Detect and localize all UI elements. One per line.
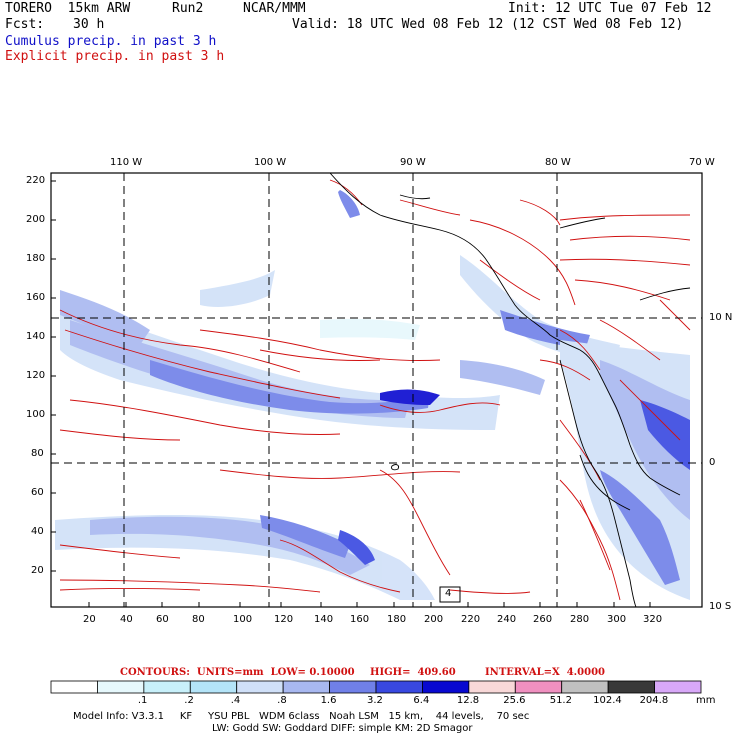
lon-label-80w: 80 W [545,157,571,168]
lon-label-90w: 90 W [400,157,426,168]
x-tick: 40 [120,614,133,625]
y-tick: 160 [26,292,46,303]
x-tick: 300 [607,614,627,625]
colorbar-tick-label: .4 [230,695,241,706]
colorbar [50,680,702,694]
colorbar-swatch [375,680,423,694]
colorbar-swatch [561,680,609,694]
colorbar-swatch [282,680,330,694]
colorbar-swatch [514,680,563,694]
contour-interval: INTERVAL=X 4.0000 [485,667,605,678]
colorbar-tick-label: .1 [137,695,148,706]
y-tick: 180 [26,253,46,264]
x-tick: 280 [570,614,590,625]
colorbar-swatch [607,680,655,694]
colorbar-tick-label: .8 [277,695,287,706]
physics-info: LW: Godd SW: Goddard DIFF: simple KM: 2D… [212,723,473,734]
y-tick: 220 [26,175,46,186]
cumulus-precip-shading [55,190,690,600]
x-tick: 240 [497,614,517,625]
lon-label-110w: 110 W [110,157,143,168]
y-tick: 120 [26,370,46,381]
colorbar-swatch [422,680,470,694]
y-tick: 140 [26,331,46,342]
colorbar-swatch [189,680,238,694]
colorbar-unit: mm [696,695,716,706]
y-tick: 80 [31,448,44,459]
x-tick: 320 [643,614,663,625]
colorbar-tick-label: 204.8 [639,695,669,706]
org-label: NCAR/MMM [243,1,306,16]
latlon-grid [51,173,702,607]
legend-explicit: Explicit precip. in past 3 h [5,49,225,64]
plot-frame [50,172,703,608]
y-tick: 200 [26,214,46,225]
contour-units: CONTOURS: UNITS=mm LOW= 0.10000 [120,667,355,678]
lon-label-70w: 70 W [689,157,715,168]
y-tick: 20 [31,565,44,576]
colorbar-swatch [654,680,702,694]
explicit-precip-contours [59,179,691,601]
init-time: Init: 12 UTC Tue 07 Feb 12 [508,1,712,16]
coastlines [329,173,691,607]
colorbar-swatch [236,680,284,694]
lat-label-10s: 10 S [709,601,732,612]
colorbar-tick-label: 51.2 [549,695,572,706]
valid-time: Valid: 18 UTC Wed 08 Feb 12 (12 CST Wed … [292,17,684,32]
colorbar-tick-label: 6.4 [413,695,430,706]
model-info: Model Info: V3.3.1 KF YSU PBL WDM 6class… [73,711,530,722]
y-tick: 60 [31,487,44,498]
marker-box [439,586,461,603]
colorbar-tick-label: 1.6 [320,695,337,706]
colorbar-swatch [50,680,98,694]
lat-label-0: 0 [709,457,716,468]
colorbar-swatch [329,680,377,694]
run-label: Run2 [172,1,204,16]
x-tick: 160 [350,614,370,625]
colorbar-swatch [143,680,191,694]
x-tick: 20 [83,614,96,625]
x-tick: 60 [156,614,169,625]
x-tick: 140 [314,614,334,625]
tick-marks [51,180,651,607]
lat-label-10n: 10 N [709,312,733,323]
colorbar-tick-label: 12.8 [456,695,480,706]
x-tick: 80 [192,614,205,625]
colorbar-tick-label: 102.4 [593,695,622,706]
colorbar-swatch [468,680,516,694]
lon-label-100w: 100 W [254,157,287,168]
x-tick: 180 [387,614,407,625]
y-tick: 40 [31,526,44,537]
y-tick: 100 [26,409,46,420]
box-label: 4 [445,588,452,599]
colorbar-tick-label: 25.6 [503,695,526,706]
contour-high: HIGH= 409.60 [370,667,456,678]
x-tick: 120 [274,614,294,625]
legend-cumulus: Cumulus precip. in past 3 h [5,34,217,49]
fcst-hours: 30 h [73,17,105,32]
colorbar-tick-label: 3.2 [367,695,383,706]
colorbar-swatch [97,680,145,694]
x-tick: 200 [424,614,444,625]
x-tick: 220 [461,614,481,625]
model-title: TORERO 15km ARW [5,1,131,16]
fcst-label: Fcst: [5,17,45,32]
x-tick: 260 [533,614,553,625]
colorbar-tick-label: .2 [184,695,194,706]
x-tick: 100 [233,614,253,625]
